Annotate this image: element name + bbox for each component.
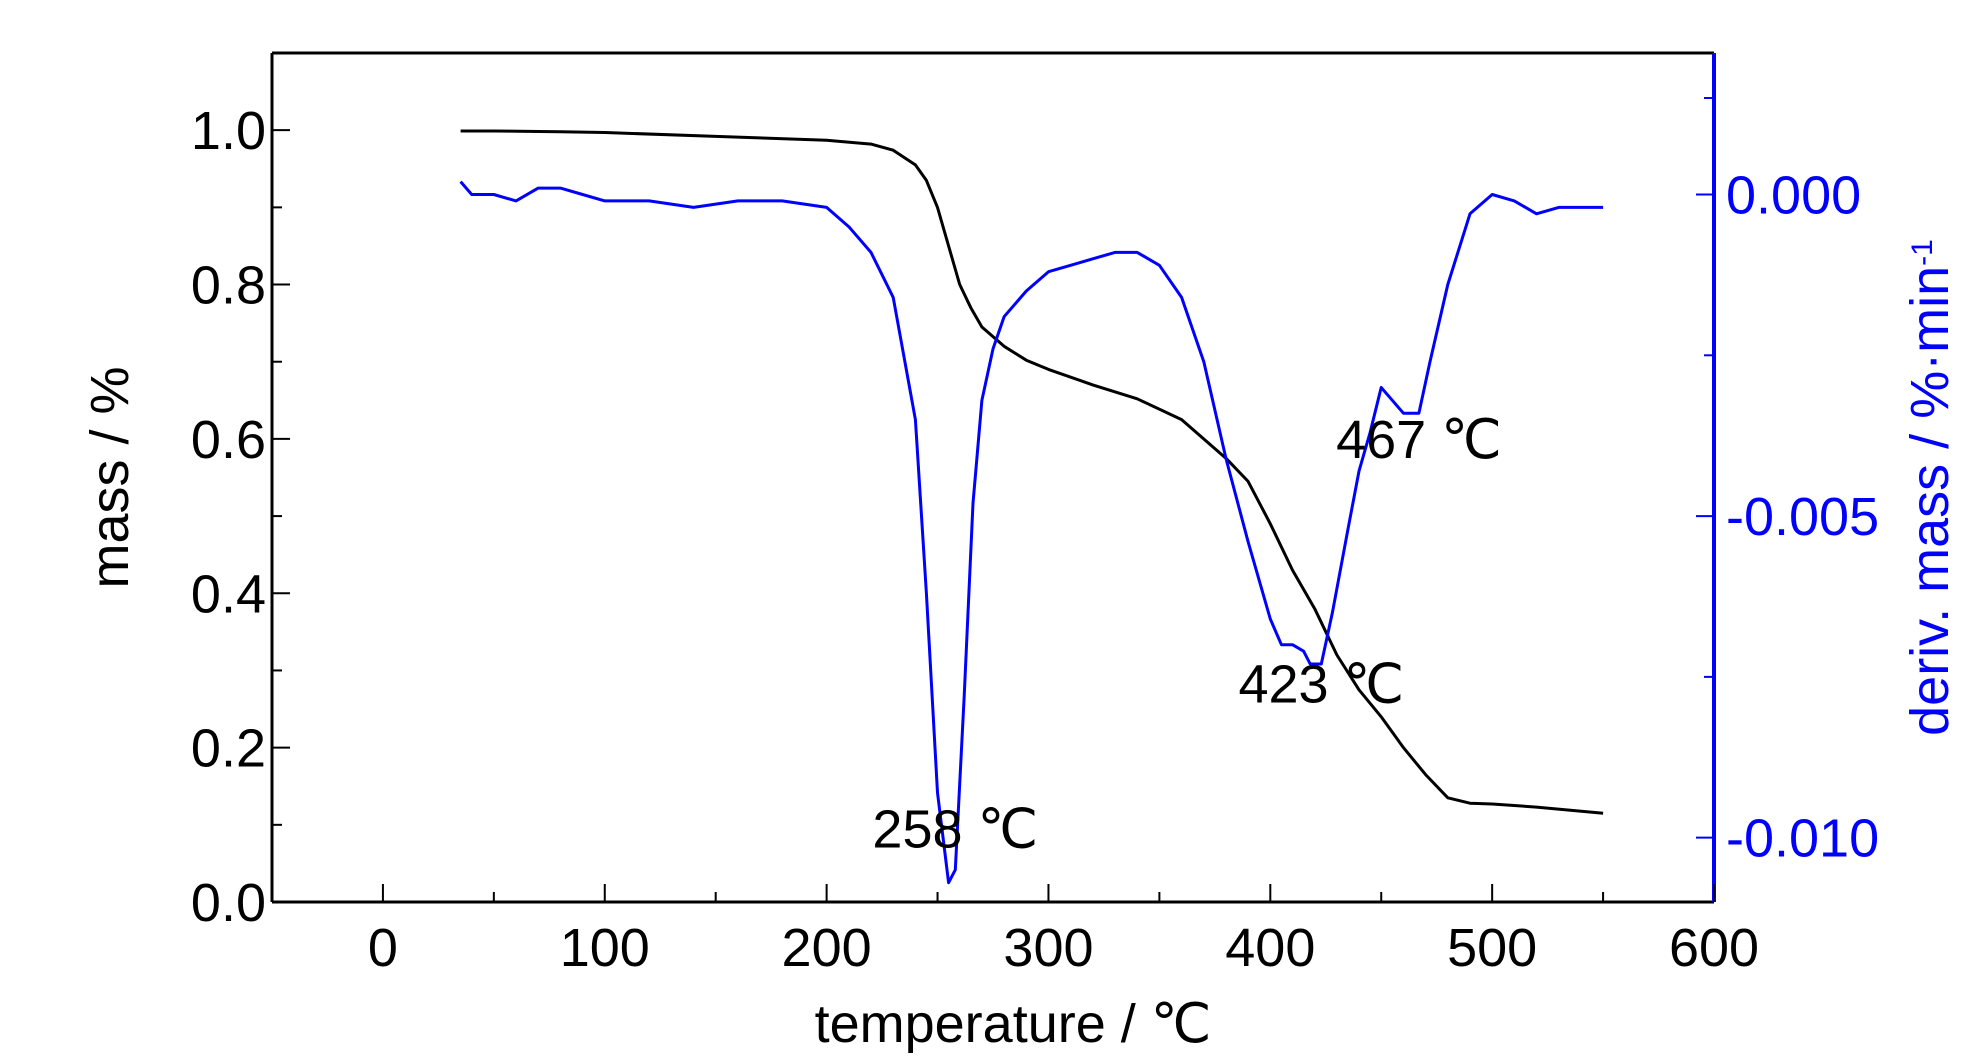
y-right-tick-label-0.000: 0.000: [1726, 166, 1861, 226]
y-right-axis-title-superscript: -1: [1906, 239, 1939, 266]
y-right-tick-label--0.010: -0.010: [1726, 809, 1879, 869]
peak-annotation-258: 258 ℃: [872, 799, 1038, 859]
y-left-tick-label-0.8: 0.8: [191, 256, 266, 316]
y-right-tick-label--0.005: -0.005: [1726, 487, 1879, 547]
peak-annotation-423: 423 ℃: [1238, 655, 1404, 715]
x-tick-label-600: 600: [1669, 918, 1759, 978]
mass-curve: [460, 129, 1604, 815]
x-axis-title: temperature / ℃: [815, 994, 1212, 1054]
x-tick-label-200: 200: [782, 918, 872, 978]
x-tick-label-500: 500: [1447, 918, 1537, 978]
x-tick-label-300: 300: [1003, 918, 1093, 978]
x-tick-label-100: 100: [560, 918, 650, 978]
y-left-tick-label-0.4: 0.4: [191, 564, 266, 624]
x-tick-label-0: 0: [368, 918, 398, 978]
y-left-tick-label-0.2: 0.2: [191, 719, 266, 779]
y-left-tick-label-1.0: 1.0: [191, 101, 266, 161]
deriv-mass-curve: [459, 180, 1604, 885]
y-left-tick-label-0.6: 0.6: [191, 410, 266, 470]
peak-annotation-467: 467 ℃: [1336, 410, 1502, 470]
y-right-axis-title: deriv. mass / %·min-1: [1900, 239, 1960, 736]
y-left-axis-title: mass / %: [80, 366, 140, 588]
x-tick-label-400: 400: [1225, 918, 1315, 978]
y-left-tick-label-0.0: 0.0: [191, 873, 266, 933]
